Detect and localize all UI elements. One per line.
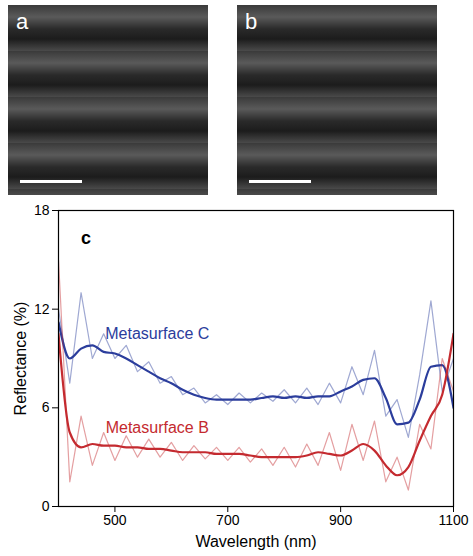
svg-text:c: c: [81, 228, 91, 248]
svg-text:Metasurface B: Metasurface B: [106, 419, 209, 436]
svg-text:6: 6: [42, 399, 50, 415]
svg-text:700: 700: [216, 512, 240, 528]
svg-text:18: 18: [34, 202, 50, 218]
svg-text:500: 500: [103, 512, 127, 528]
svg-text:Wavelength (nm): Wavelength (nm): [195, 533, 316, 550]
svg-text:12: 12: [34, 301, 50, 317]
html-text:a: a: [16, 9, 29, 34]
svg-text:0: 0: [42, 498, 50, 514]
svg-text:Metasurface C: Metasurface C: [105, 325, 209, 342]
svg-text:1100: 1100: [438, 512, 468, 528]
html-text:b: b: [245, 9, 258, 34]
svg-text:900: 900: [329, 512, 353, 528]
svg-text:Reflectance (%): Reflectance (%): [12, 302, 29, 416]
